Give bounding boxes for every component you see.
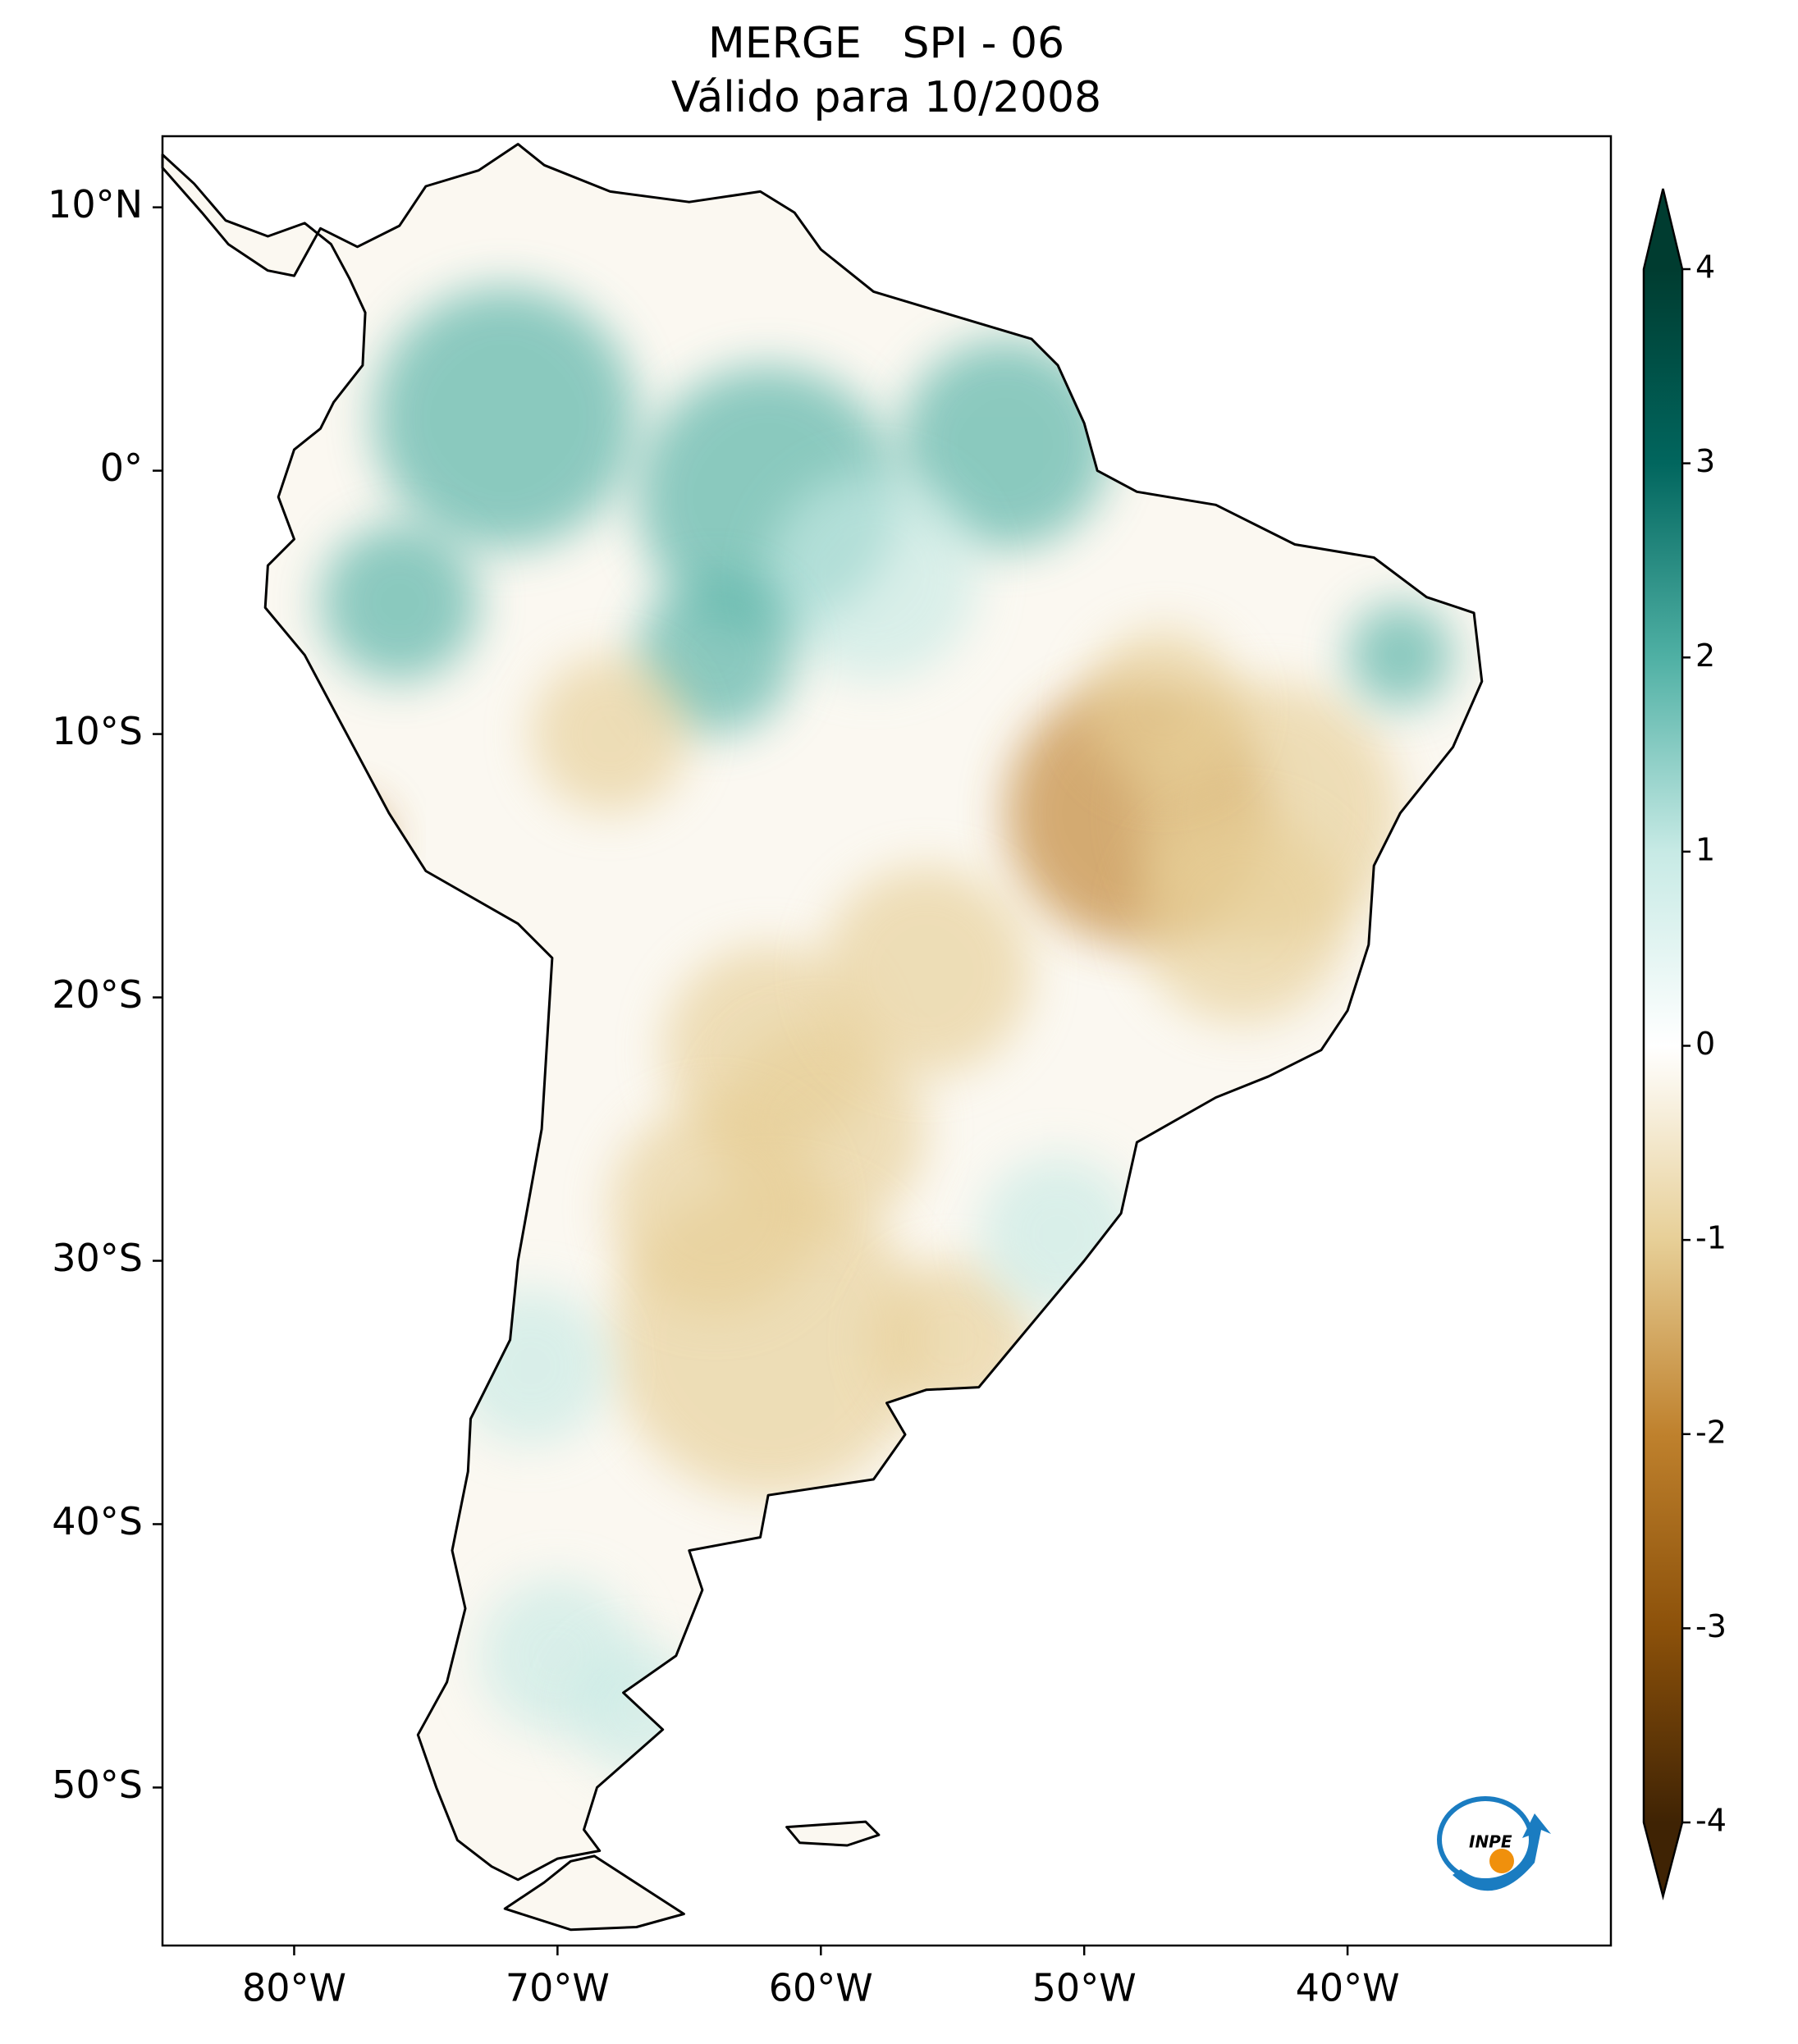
shade-blob <box>1137 813 1347 1024</box>
shade-blob <box>1347 602 1453 708</box>
shade-blob <box>821 866 1032 1077</box>
coastline <box>161 143 1484 1932</box>
land-fill <box>786 1822 879 1845</box>
logo-sun <box>1489 1849 1514 1873</box>
shade-blob <box>373 286 637 550</box>
map-subtitle: Válido para 10/2008 <box>671 73 1101 122</box>
shade-blob <box>768 471 979 682</box>
land-fill <box>505 1855 684 1930</box>
coast-line <box>785 1820 881 1847</box>
x-tick-label: 60°W <box>769 1966 873 2010</box>
shade-blob <box>899 339 1110 550</box>
y-tick-label: 50°S <box>52 1763 143 1807</box>
y-tick-label: 10°N <box>48 182 143 226</box>
colorbar-tick-label: 2 <box>1695 638 1715 674</box>
shade-blob <box>307 799 387 879</box>
coast-line <box>503 1854 685 1932</box>
colorbar-tick-label: 1 <box>1695 831 1715 867</box>
colorbar-tick-label: -2 <box>1695 1414 1727 1450</box>
x-tick-label: 40°W <box>1296 1966 1400 2010</box>
shade-blob <box>1084 629 1242 787</box>
x-tick-label: 70°W <box>506 1966 610 2010</box>
logo-arrow <box>1453 1813 1551 1891</box>
colorbar-tick-label: -3 <box>1695 1608 1727 1644</box>
map-frame <box>161 135 1613 1947</box>
colorbar: 4 3 2 1 0 -1 -2 -3 -4 <box>1642 188 1727 1900</box>
y-tick-label: 30°S <box>52 1236 143 1280</box>
colorbar-scale <box>1644 269 1682 1822</box>
shade-blob <box>979 1155 1137 1314</box>
y-tick-label: 20°S <box>52 972 143 1017</box>
spi-shading <box>307 286 1453 1775</box>
y-tick-label: 40°S <box>52 1499 143 1543</box>
shade-blob <box>570 1643 702 1775</box>
colorbar-extend-top <box>1644 189 1682 269</box>
y-tick-label: 0° <box>100 446 143 490</box>
x-tick-label: 80°W <box>242 1966 346 2010</box>
shade-blob <box>610 1103 821 1314</box>
logo-text: INPE <box>1469 1832 1512 1852</box>
y-tick-label: 10°S <box>52 709 143 753</box>
colorbar-tick-label: -1 <box>1695 1220 1727 1256</box>
colorbar-tick-label: 4 <box>1695 249 1715 286</box>
shade-blob <box>531 655 689 813</box>
shade-blob <box>320 524 478 682</box>
colorbar-tick-label: 3 <box>1695 443 1715 479</box>
map-title: MERGE SPI - 06 <box>708 19 1064 68</box>
x-tick-label: 50°W <box>1032 1966 1137 2010</box>
colorbar-tick-label: -4 <box>1695 1803 1727 1839</box>
axes: 80°W 70°W 60°W 50°W 40°W 10°N 0° 10°S 20°S 30°S 40… <box>48 182 1400 2010</box>
coast-line <box>161 143 1484 1882</box>
logo: INPE <box>1437 1796 1551 1891</box>
colorbar-tick-label: 0 <box>1695 1026 1715 1062</box>
colorbar-extend-bottom <box>1644 1822 1682 1896</box>
shade-blob <box>452 1287 611 1445</box>
